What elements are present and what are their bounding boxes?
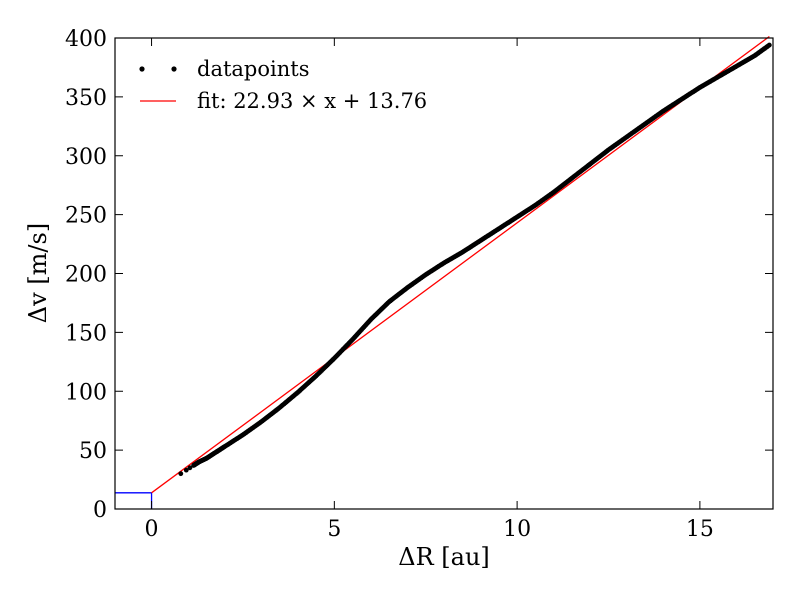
legend-datapoints-marker (139, 66, 177, 72)
x-axis-label: ΔR [au] (398, 543, 490, 571)
fit-line-layer (151, 35, 770, 494)
x-tick-label: 0 (145, 517, 159, 542)
datapoint (178, 471, 184, 477)
datapoint (187, 465, 193, 471)
reference-lines (115, 492, 153, 509)
ticks-layer (115, 37, 773, 510)
legend-datapoints-label: datapoints (197, 57, 309, 81)
datapoint (183, 467, 189, 473)
legend-fit-label: fit: 22.93 × x + 13.76 (197, 89, 427, 113)
y-axis-label: Δv [m/s] (24, 223, 52, 323)
y-tick-label: 400 (65, 27, 107, 52)
legend: datapoints fit: 22.93 × x + 13.76 (139, 57, 427, 113)
datapoint (766, 42, 772, 48)
y-tick-label: 300 (65, 145, 107, 170)
y-tick-label: 350 (65, 86, 107, 111)
y-tick-label: 0 (93, 498, 107, 523)
y-tick-label: 200 (65, 263, 107, 288)
y-tick-label: 50 (79, 439, 107, 464)
datapoints-layer (178, 42, 772, 477)
x-tick-label: 5 (327, 517, 341, 542)
y-tick-label: 250 (65, 204, 107, 229)
y-tick-label: 150 (65, 321, 107, 346)
fit-line (151, 35, 770, 494)
x-tick-label: 15 (686, 517, 714, 542)
x-tick-label: 10 (503, 517, 531, 542)
y-tick-label: 100 (65, 380, 107, 405)
